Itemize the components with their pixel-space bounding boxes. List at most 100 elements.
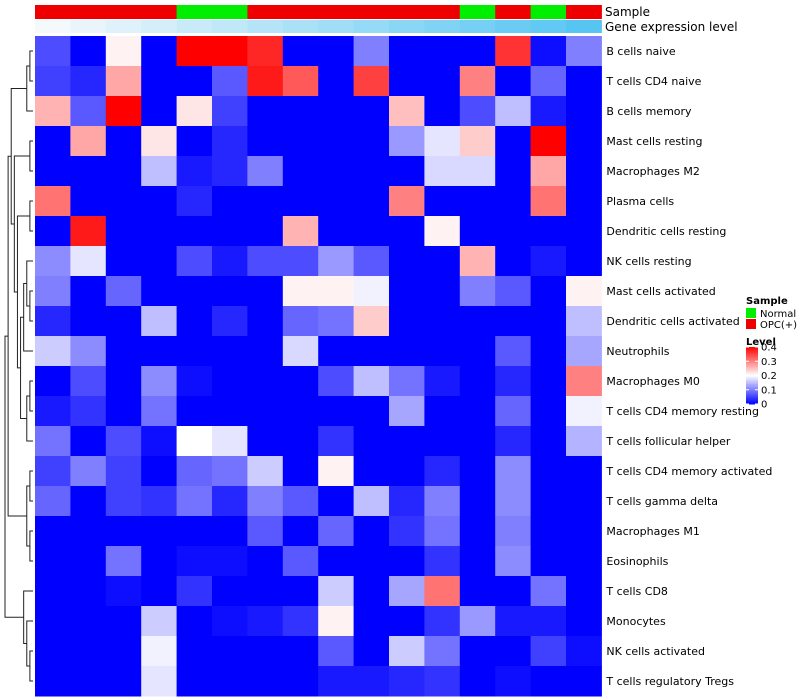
dendrogram-branch: [26, 260, 33, 307]
heatmap-cell: [105, 486, 142, 517]
sample-cell-14: [495, 5, 532, 19]
heatmap-cell: [176, 426, 213, 457]
heatmap-cell: [282, 36, 319, 67]
heatmap-cell: [176, 276, 213, 307]
heatmap-cell: [105, 456, 142, 487]
heatmap-cell: [105, 516, 142, 547]
row-label: T cells gamma delta: [605, 495, 718, 508]
dendrogram-branch: [23, 283, 33, 352]
heatmap-cell: [105, 366, 142, 397]
heatmap-cell: [530, 426, 567, 457]
heatmap-cell: [530, 96, 567, 127]
legend-level-gradient: [746, 356, 758, 359]
heatmap-cell: [495, 456, 532, 487]
track-label-expression: Gene expression level: [605, 20, 738, 34]
heatmap-cell: [212, 126, 248, 157]
legend-level: Level 0.4 0.3 0.2 0.1 0: [746, 337, 777, 411]
heatmap-cell: [141, 336, 178, 367]
heatmap-cell: [35, 516, 71, 547]
heatmap-cell: [176, 126, 213, 157]
heatmap-cell: [566, 276, 602, 307]
heatmap-cell: [212, 516, 248, 547]
dendrogram-branch: [29, 470, 33, 502]
heatmap-cell: [247, 66, 284, 97]
heatmap-cell: [176, 546, 213, 577]
heatmap-cell: [353, 516, 390, 547]
heatmap-cell: [530, 336, 567, 367]
heatmap-cell: [530, 546, 567, 577]
heatmap-cell: [212, 426, 248, 457]
row-label: NK cells activated: [606, 645, 705, 658]
expression-cell-14: [495, 20, 532, 33]
heatmap-cell: [318, 486, 355, 517]
heatmap-cell: [389, 96, 425, 127]
heatmap-cell: [141, 516, 178, 547]
legend-level-gradient: [746, 347, 758, 349]
heatmap-cell: [70, 606, 107, 637]
sample-cell-8: [282, 5, 319, 19]
legend-level-gradient: [746, 354, 758, 357]
heatmap-cell: [389, 426, 425, 457]
heatmap-cell: [35, 96, 71, 127]
heatmap-cell: [212, 66, 248, 97]
heatmap-cell: [176, 96, 213, 127]
heatmap-cell: [530, 306, 567, 337]
row-label: Macrophages M0: [606, 375, 699, 388]
heatmap-cell: [459, 216, 496, 247]
heatmap-cell: [105, 576, 142, 607]
heatmap-cell: [530, 366, 567, 397]
expression-cell-1: [35, 20, 71, 33]
heatmap-cell: [459, 246, 496, 277]
heatmap-cell: [424, 456, 461, 487]
heatmap-cell: [353, 96, 390, 127]
heatmap-cell: [35, 186, 71, 217]
legend-level-gradient: [746, 366, 758, 369]
heatmap-cell: [247, 636, 284, 667]
heatmap-cell: [495, 486, 532, 517]
expression-cell-6: [212, 20, 248, 33]
dendrogram-branch: [29, 650, 33, 682]
heatmap-cell: [141, 396, 178, 427]
heatmap-cell: [282, 96, 319, 127]
heatmap-cell: [318, 636, 355, 667]
expression-cell-7: [247, 20, 284, 33]
legend-sample-swatch: [746, 319, 756, 329]
heatmap-cell: [247, 576, 284, 607]
expression-cell-12: [424, 20, 461, 33]
heatmap-cell: [35, 666, 71, 697]
dendrogram-branch: [13, 155, 30, 293]
heatmap-cell: [176, 666, 213, 697]
heatmap-cell: [282, 576, 319, 607]
heatmap-cell: [212, 576, 248, 607]
heatmap-cell: [495, 66, 532, 97]
heatmap-cell: [353, 366, 390, 397]
heatmap-cell: [247, 546, 284, 577]
legend-level-gradient: [746, 394, 758, 396]
heatmap-cell: [424, 186, 461, 217]
legend-level-gradient: [746, 376, 758, 379]
heatmap-cell: [212, 156, 248, 187]
legend-level-gradient: [746, 389, 758, 392]
heatmap-cell: [35, 366, 71, 397]
row-labels: B cells naive T cells CD4 naive B cells me…: [605, 45, 772, 688]
heatmap-cell: [212, 336, 248, 367]
heatmap-cell: [318, 96, 355, 127]
heatmap-cell: [35, 396, 71, 427]
heatmap-cell: [424, 276, 461, 307]
dendrogram-branch: [29, 50, 33, 82]
heatmap-cell: [353, 636, 390, 667]
heatmap-cell: [105, 276, 142, 307]
heatmap-cell: [318, 516, 355, 547]
row-label: T cells CD4 naive: [605, 75, 701, 88]
legend-level-gradient: [746, 351, 758, 354]
heatmap-cell: [530, 456, 567, 487]
heatmap-cell: [495, 366, 532, 397]
heatmap-cell: [459, 606, 496, 637]
heatmap-cells: [35, 36, 602, 697]
legend-level-gradient: [746, 386, 758, 389]
track-label-sample: Sample: [605, 5, 650, 19]
heatmap-cell: [141, 576, 178, 607]
heatmap-cell: [282, 156, 319, 187]
row-label: Macrophages M1: [606, 525, 699, 538]
heatmap-cell: [566, 246, 602, 277]
